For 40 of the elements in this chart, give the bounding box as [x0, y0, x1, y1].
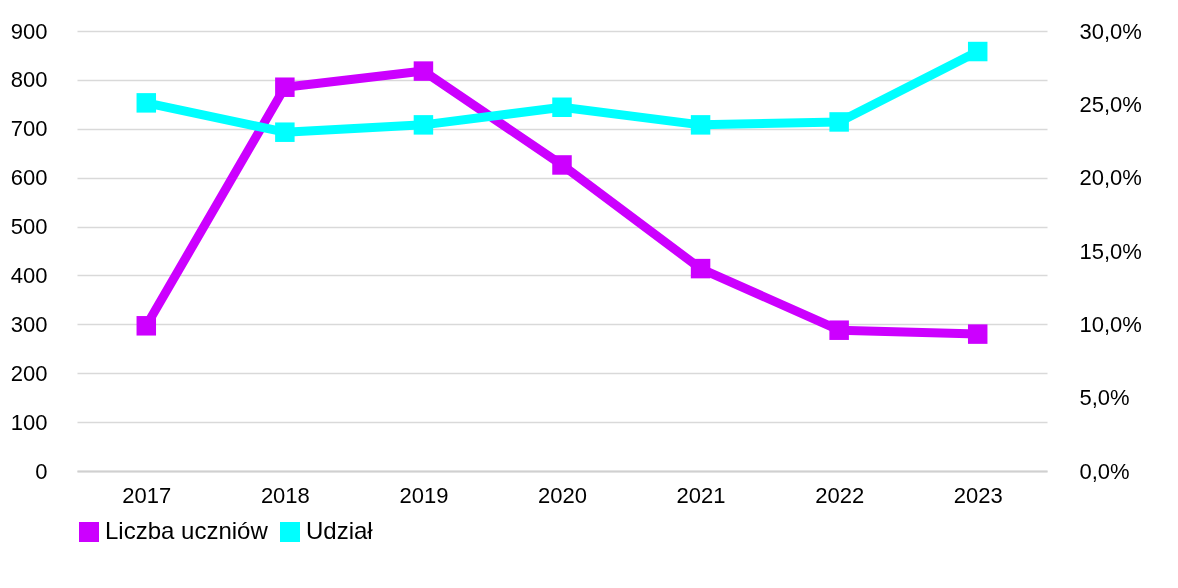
x-tick-label: 2020	[538, 482, 587, 508]
x-tick-label: 2019	[399, 482, 449, 508]
point	[967, 324, 988, 344]
y-tick-label: 500	[10, 214, 48, 240]
x-tick-label: 2017	[122, 482, 172, 508]
point	[413, 61, 434, 81]
y2-tick-label: 30,0%	[1079, 18, 1142, 44]
y2-tick-label: 5,0%	[1079, 385, 1130, 411]
point	[829, 112, 849, 132]
x-tick-label: 2022	[815, 482, 865, 508]
y2-tick-label: 20,0%	[1079, 165, 1142, 191]
point	[136, 316, 157, 336]
point	[690, 115, 711, 135]
point	[552, 155, 572, 175]
y2-tick-label: 25,0%	[1079, 91, 1142, 117]
point	[690, 258, 711, 279]
y-tick-label: 600	[10, 165, 48, 191]
y2-tick-label: 0,0%	[1079, 458, 1130, 484]
point	[967, 41, 988, 62]
legend-label: Udział	[306, 517, 374, 544]
x-tick-label: 2021	[676, 482, 726, 508]
y-tick-label: 900	[10, 18, 48, 44]
point	[275, 77, 295, 97]
point	[829, 320, 849, 340]
y-tick-label: 0	[35, 458, 48, 484]
point	[275, 122, 295, 142]
y2-tick-label: 10,0%	[1079, 311, 1142, 337]
point	[552, 97, 572, 118]
point	[136, 93, 157, 113]
y-tick-label: 800	[10, 67, 48, 93]
y-tick-label: 100	[10, 409, 48, 435]
y-tick-label: 200	[10, 360, 48, 386]
y2-tick-label: 15,0%	[1079, 238, 1142, 264]
y-tick-label: 400	[10, 262, 48, 288]
x-tick-label: 2023	[953, 482, 1003, 508]
point	[413, 115, 434, 135]
y-tick-label: 300	[10, 311, 48, 337]
y-tick-label: 700	[10, 116, 48, 142]
legend-label: Liczba uczniów	[105, 517, 269, 544]
x-tick-label: 2018	[260, 482, 310, 508]
